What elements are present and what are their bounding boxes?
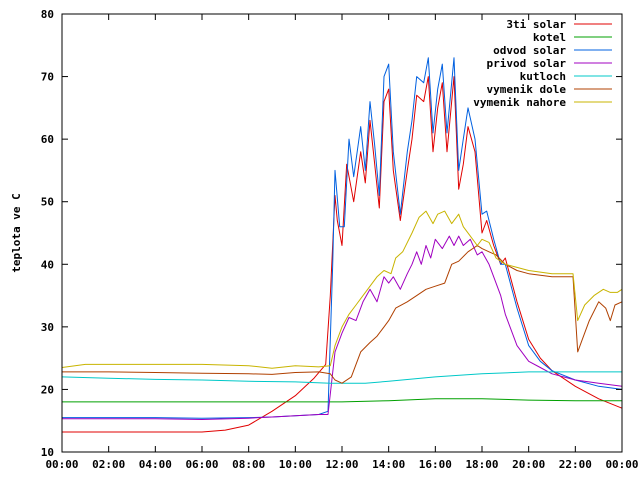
series-layer	[61, 57, 623, 433]
y-tick-label: 70	[41, 71, 54, 84]
y-axis: 10 20 30 40 50 60 70 80	[41, 8, 622, 459]
series-line-2	[62, 57, 623, 419]
x-tick-label: 04:00	[139, 458, 172, 471]
legend-label: vymenik dole	[487, 83, 567, 96]
legend-label: privod solar	[487, 57, 567, 70]
y-tick-label: 20	[41, 383, 54, 396]
legend-label: 3ti solar	[506, 18, 566, 31]
y-tick-label: 30	[41, 321, 54, 334]
series-line-3	[62, 235, 623, 420]
legend-label: vymenik nahore	[473, 96, 566, 109]
y-tick-label: 50	[41, 196, 54, 209]
x-tick-label: 22:00	[559, 458, 592, 471]
x-tick-label: 00:00	[45, 458, 78, 471]
x-tick-label: 10:00	[279, 458, 312, 471]
y-tick-label: 10	[41, 446, 54, 459]
x-tick-label: 08:00	[232, 458, 265, 471]
series-line-5	[62, 245, 623, 384]
x-tick-label: 00:00	[605, 458, 638, 471]
x-tick-label: 18:00	[465, 458, 498, 471]
series-line-4	[61, 371, 622, 384]
legend-label: kutloch	[520, 70, 566, 83]
y-tick-label: 80	[41, 8, 54, 21]
y-axis-label: teplota ve C	[10, 193, 23, 272]
x-tick-label: 02:00	[92, 458, 125, 471]
x-tick-label: 06:00	[185, 458, 218, 471]
y-tick-label: 60	[41, 133, 54, 146]
series-line-1	[62, 398, 622, 403]
x-tick-label: 14:00	[372, 458, 405, 471]
x-tick-label: 16:00	[419, 458, 452, 471]
x-tick-label: 12:00	[325, 458, 358, 471]
legend-label: kotel	[533, 31, 566, 44]
legend-label: odvod solar	[493, 44, 566, 57]
x-axis: 00:00 02:00 04:00 06:00 08:00 10:00 12:00 14:00…	[45, 14, 639, 471]
x-tick-label: 20:00	[512, 458, 545, 471]
y-tick-label: 40	[41, 258, 54, 271]
series-line-6	[61, 210, 623, 369]
